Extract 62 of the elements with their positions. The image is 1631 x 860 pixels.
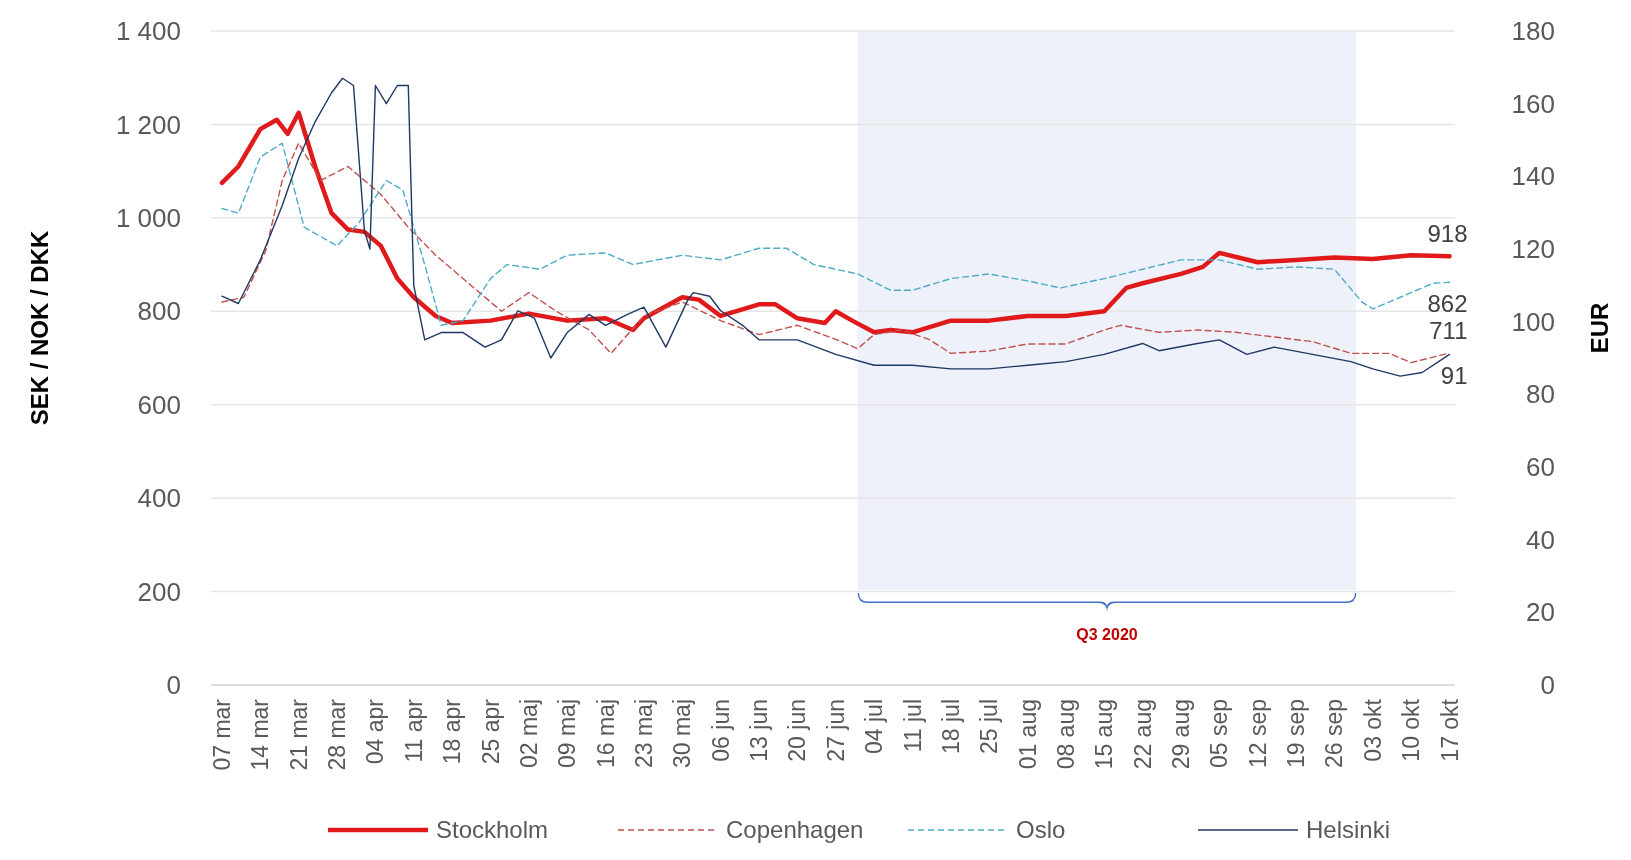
x-tick-label: 30 maj	[669, 699, 696, 769]
x-tick-label: 20 jun	[784, 699, 811, 762]
x-tick-label: 29 aug	[1168, 699, 1195, 770]
x-tick-label: 26 sep	[1321, 699, 1348, 769]
y2-tick-label: 20	[1526, 597, 1555, 628]
x-tick-label: 13 jun	[746, 699, 773, 762]
y-tick-label: 800	[137, 296, 181, 327]
legend-label: Oslo	[1016, 816, 1066, 844]
y2-tick-label: 160	[1511, 88, 1555, 119]
x-tick-label: 05 sep	[1206, 699, 1233, 769]
x-tick-label: 14 mar	[247, 698, 274, 771]
y2-tick-label: 0	[1540, 670, 1555, 701]
y2-axis-title: EUR	[1586, 302, 1613, 354]
x-tick-label: 03 okt	[1359, 698, 1386, 762]
x-tick-label: 04 apr	[362, 698, 389, 765]
x-tick-label: 15 aug	[1091, 699, 1118, 770]
y2-tick-label: 180	[1511, 16, 1555, 47]
x-tick-label: 17 okt	[1436, 698, 1463, 762]
legend-label: Helsinki	[1306, 816, 1391, 844]
x-tick-label: 01 aug	[1014, 699, 1041, 770]
x-tick-label: 11 apr	[400, 698, 427, 763]
data-label: 91	[1440, 362, 1468, 390]
x-tick-label: 04 jul	[861, 699, 888, 754]
y2-tick-label: 120	[1511, 234, 1555, 265]
data-label: 918	[1427, 220, 1468, 248]
x-tick-label: 19 sep	[1283, 699, 1310, 769]
x-tick-label: 22 aug	[1129, 699, 1156, 770]
data-label: 862	[1427, 290, 1468, 318]
x-tick-label: 27 jun	[822, 699, 849, 762]
y-tick-label: 400	[137, 483, 181, 514]
y-tick-label: 200	[137, 576, 181, 607]
y2-tick-label: 140	[1511, 161, 1555, 192]
x-tick-label: 08 aug	[1052, 699, 1079, 770]
x-tick-label: 02 maj	[515, 699, 542, 769]
x-tick-label: 18 jul	[937, 699, 964, 754]
y-tick-label: 0	[166, 670, 181, 701]
x-tick-label: 06 jun	[707, 699, 734, 762]
x-tick-label: 18 apr	[439, 698, 466, 765]
data-label: 711	[1429, 316, 1468, 344]
x-tick-label: 25 jul	[976, 699, 1003, 754]
y2-tick-label: 80	[1526, 379, 1555, 410]
y2-tick-label: 40	[1526, 524, 1555, 555]
y2-tick-label: 60	[1526, 452, 1555, 483]
x-tick-label: 28 mar	[324, 698, 351, 771]
y-tick-label: 1 200	[115, 109, 181, 140]
x-tick-label: 07 mar	[209, 698, 236, 771]
legend-label: Copenhagen	[726, 816, 864, 844]
x-tick-label: 09 maj	[554, 699, 581, 769]
x-tick-label: 21 mar	[285, 698, 312, 771]
y-tick-label: 1 000	[115, 202, 181, 233]
band-label: Q3 2020	[1076, 626, 1138, 643]
y2-tick-label: 100	[1511, 306, 1555, 337]
y-tick-label: 600	[137, 389, 181, 420]
legend-label: Stockholm	[436, 816, 549, 844]
x-tick-label: 16 maj	[592, 699, 619, 769]
y-tick-label: 1 400	[115, 16, 181, 47]
x-tick-label: 11 jul	[899, 699, 926, 753]
x-tick-label: 10 okt	[1398, 698, 1425, 762]
x-tick-label: 12 sep	[1244, 699, 1271, 769]
x-tick-label: 25 apr	[477, 698, 504, 765]
y-axis-title: SEK / NOK / DKK	[26, 229, 53, 426]
x-tick-label: 23 maj	[630, 699, 657, 769]
